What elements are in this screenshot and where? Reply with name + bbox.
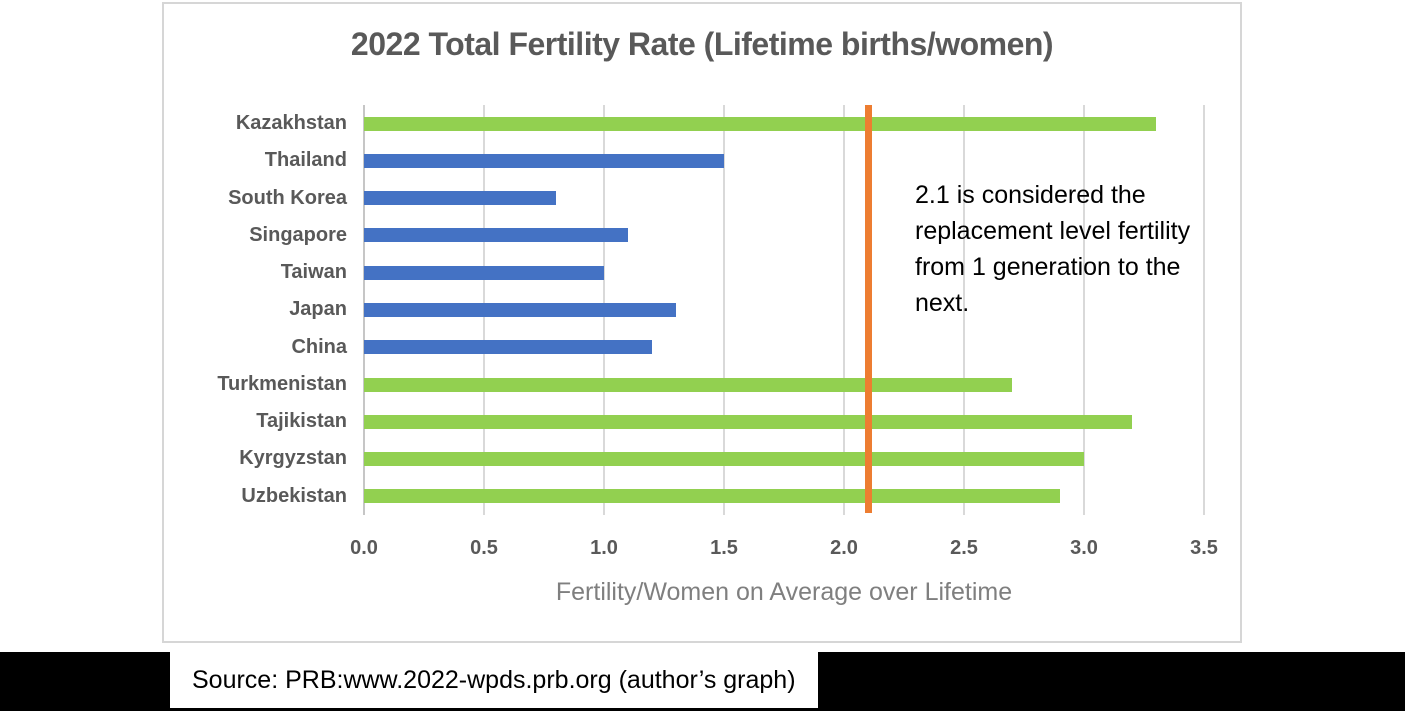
category-label-kazakhstan: Kazakhstan [235, 112, 347, 134]
bar-singapore [364, 228, 628, 243]
x-tick-label-1.0: 1.0 [590, 537, 618, 559]
category-label-south-korea: South Korea [228, 186, 347, 209]
category-label-singapore: Singapore [249, 223, 347, 246]
category-label-thailand: Thailand [264, 149, 347, 172]
gridline-1.5 [723, 105, 725, 515]
x-tick-label-3.5: 3.5 [1190, 537, 1218, 559]
x-tick-label-3.0: 3.0 [1070, 537, 1098, 559]
category-label-taiwan: Taiwan [280, 261, 347, 284]
x-axis-ticks: 0.0 0.5 1.0 1.5 2.0 2.5 3.0 3.5 [350, 537, 1218, 563]
category-label-tajikistan: Tajikistan [256, 410, 347, 433]
plot-area [363, 105, 1205, 515]
x-tick-label-0.0: 0.0 [350, 537, 378, 559]
source-box: Source: PRB:www.2022-wpds.prb.org (autho… [170, 652, 818, 708]
x-tick-label-1.5: 1.5 [710, 537, 738, 559]
bar-thailand [364, 153, 724, 168]
gridline-3.5 [1203, 105, 1205, 515]
gridline-2.5 [963, 105, 965, 515]
bar-turkmenistan [364, 377, 1012, 392]
bar-tajikistan [364, 414, 1132, 429]
category-label-japan: Japan [289, 298, 347, 321]
replacement-level-annotation: 2.1 is considered the replacement level … [915, 181, 1191, 317]
category-label-kyrgyzstan: Kyrgyzstan [239, 447, 347, 470]
bar-south-korea [364, 191, 556, 206]
bar-taiwan [364, 265, 604, 280]
bar-japan [364, 303, 676, 317]
bar-kyrgyzstan [364, 452, 1084, 467]
category-labels: Kazakhstan Thailand South Korea Singapore Ta… [164, 105, 347, 515]
category-label-turkmenistan: Turkmenistan [217, 372, 347, 395]
x-tick-label-2.5: 2.5 [950, 537, 978, 559]
chart-title: 2022 Total Fertility Rate (Lifetime birt… [350, 26, 1054, 62]
x-axis-title: Fertility/Women on Average over Lifetime [555, 578, 1013, 606]
x-tick-label-0.5: 0.5 [470, 537, 498, 559]
bar-china [364, 340, 652, 355]
source-text: Source: PRB:www.2022-wpds.prb.org (autho… [192, 666, 796, 694]
category-label-uzbekistan: Uzbekistan [241, 484, 347, 507]
gridline-2.0 [843, 105, 845, 515]
category-label-china: China [291, 335, 347, 358]
replacement-level-line [864, 105, 872, 513]
fertility-chart: 2022 Total Fertility Rate (Lifetime birt… [162, 2, 1242, 643]
x-tick-label-2.0: 2.0 [830, 537, 858, 559]
gridline-3.0 [1083, 105, 1085, 515]
bar-kazakhstan [364, 116, 1156, 131]
bottom-strip: Source: PRB:www.2022-wpds.prb.org (autho… [0, 652, 1405, 711]
bar-uzbekistan [364, 489, 1060, 504]
